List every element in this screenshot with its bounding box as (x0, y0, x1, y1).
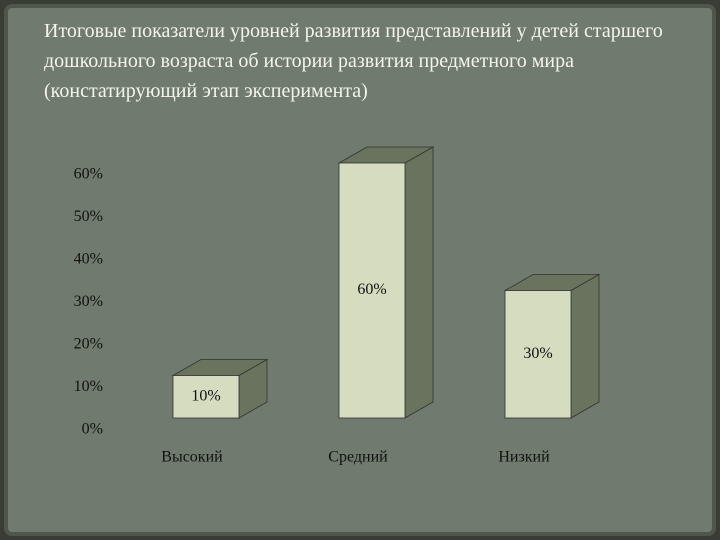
chart-title: Итоговые показатели уровней развития пре… (44, 20, 663, 102)
value-label: 60% (357, 281, 386, 298)
value-label: 10% (191, 387, 220, 404)
y-tick-label: 10% (74, 378, 103, 395)
x-tick-label: Средний (328, 449, 388, 466)
bar (172, 375, 240, 419)
y-tick-label: 40% (74, 251, 103, 268)
bar-side (404, 146, 434, 419)
y-tick-label: 50% (74, 208, 103, 225)
y-tick-label: 0% (82, 421, 103, 438)
x-tick-label: Низкий (498, 449, 550, 466)
bar-side (570, 273, 600, 419)
bar (338, 162, 406, 419)
value-label: 30% (523, 345, 552, 362)
x-tick-label: Высокий (161, 449, 223, 466)
bar (504, 290, 572, 419)
y-tick-label: 30% (74, 293, 103, 310)
y-tick-label: 20% (74, 336, 103, 353)
y-tick-label: 60% (74, 166, 103, 183)
